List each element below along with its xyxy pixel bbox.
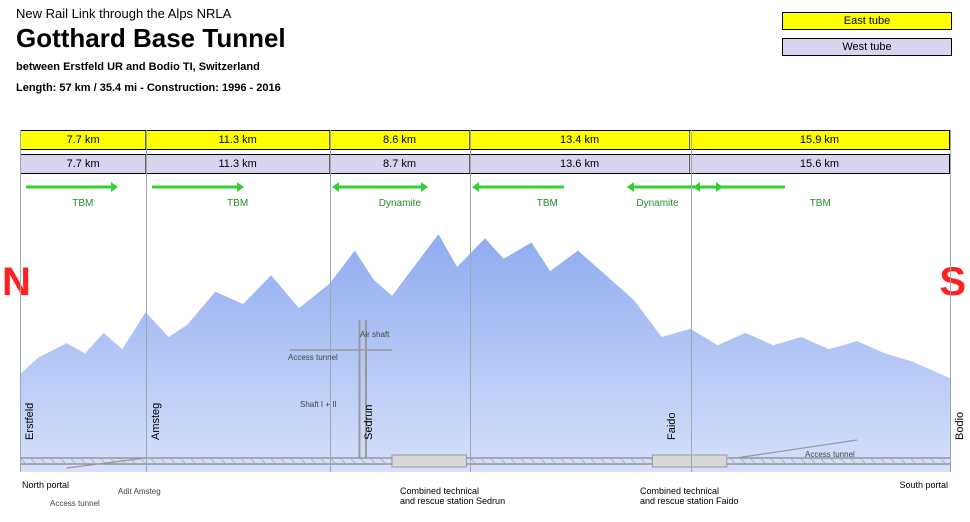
station-sedrun-label: Combined technical and rescue station Se… [400, 486, 505, 506]
subtitle: New Rail Link through the Alps NRLA [16, 6, 286, 21]
segment-vline [330, 130, 331, 472]
segment-cell: 8.7 km [330, 155, 470, 173]
method-label: TBM [146, 198, 330, 209]
segment-cell: 13.4 km [470, 131, 690, 149]
header-block: New Rail Link through the Alps NRLA Gott… [16, 6, 286, 97]
segment-cell: 15.9 km [690, 131, 949, 149]
segment-cell: 15.6 km [690, 155, 949, 173]
method-segment: TBM [691, 178, 950, 218]
segment-cell: 11.3 km [146, 131, 330, 149]
south-portal-label: South portal [899, 480, 948, 490]
method-label: TBM [470, 198, 624, 209]
method-segment: TBM [146, 178, 330, 218]
location-label: Sedrun [363, 405, 375, 440]
segment-bars: 7.7 km11.3 km8.6 km13.4 km15.9 km 7.7 km… [20, 130, 950, 218]
segment-vline [470, 130, 471, 472]
method-label: TBM [691, 198, 950, 209]
segment-vline [950, 130, 951, 472]
air-shaft-annot: Air shaft [360, 330, 389, 339]
method-arrow-icon [330, 180, 430, 194]
location-label: Erstfeld [24, 403, 36, 440]
location-label: Bodio [954, 412, 966, 440]
location-label: Faido [666, 412, 678, 440]
method-segment: Dynamite [330, 178, 470, 218]
method-label: TBM [20, 198, 146, 209]
page-title: Gotthard Base Tunnel [16, 23, 286, 54]
north-portal-label: North portal [22, 480, 69, 490]
legend: East tube West tube [782, 12, 952, 64]
method-label: Dynamite [625, 198, 691, 209]
method-arrow-icon [470, 180, 570, 194]
access-tunnel-annot-faido: Access tunnel [805, 450, 855, 459]
adit-amsteg-annot: Adit Amsteg [118, 487, 161, 496]
shaft-annot: Shaft I + II [300, 400, 337, 409]
west-tube-row: 7.7 km11.3 km8.7 km13.6 km15.6 km [20, 154, 950, 174]
access-tunnel-annot-sedrun: Access tunnel [288, 353, 338, 362]
method-label: Dynamite [330, 198, 470, 209]
segment-vline [691, 130, 692, 472]
location-label: Amsteg [150, 403, 162, 440]
method-segment: Dynamite [625, 178, 691, 218]
method-arrow-icon [146, 180, 246, 194]
east-tube-row: 7.7 km11.3 km8.6 km13.4 km15.9 km [20, 130, 950, 150]
method-row: TBMTBMDynamiteTBMDynamiteTBM [20, 178, 950, 218]
station-faido-label: Combined technical and rescue station Fa… [640, 486, 739, 506]
segment-cell: 7.7 km [21, 155, 146, 173]
method-arrow-icon [691, 180, 791, 194]
access-tunnel-annot-amsteg: Access tunnel [50, 499, 100, 508]
legend-west-tube: West tube [782, 38, 952, 56]
segment-vline [146, 130, 147, 472]
segment-cell: 7.7 km [21, 131, 146, 149]
legend-east-tube: East tube [782, 12, 952, 30]
method-segment: TBM [470, 178, 624, 218]
method-arrow-icon [20, 180, 120, 194]
method-segment: TBM [20, 178, 146, 218]
segment-cell: 13.6 km [470, 155, 690, 173]
segment-cell: 8.6 km [330, 131, 470, 149]
segment-cell: 11.3 km [146, 155, 330, 173]
meta-line-2: Length: 57 km / 35.4 mi - Construction: … [16, 81, 286, 96]
meta-line-1: between Erstfeld UR and Bodio TI, Switze… [16, 60, 286, 75]
segment-vline [20, 130, 21, 472]
